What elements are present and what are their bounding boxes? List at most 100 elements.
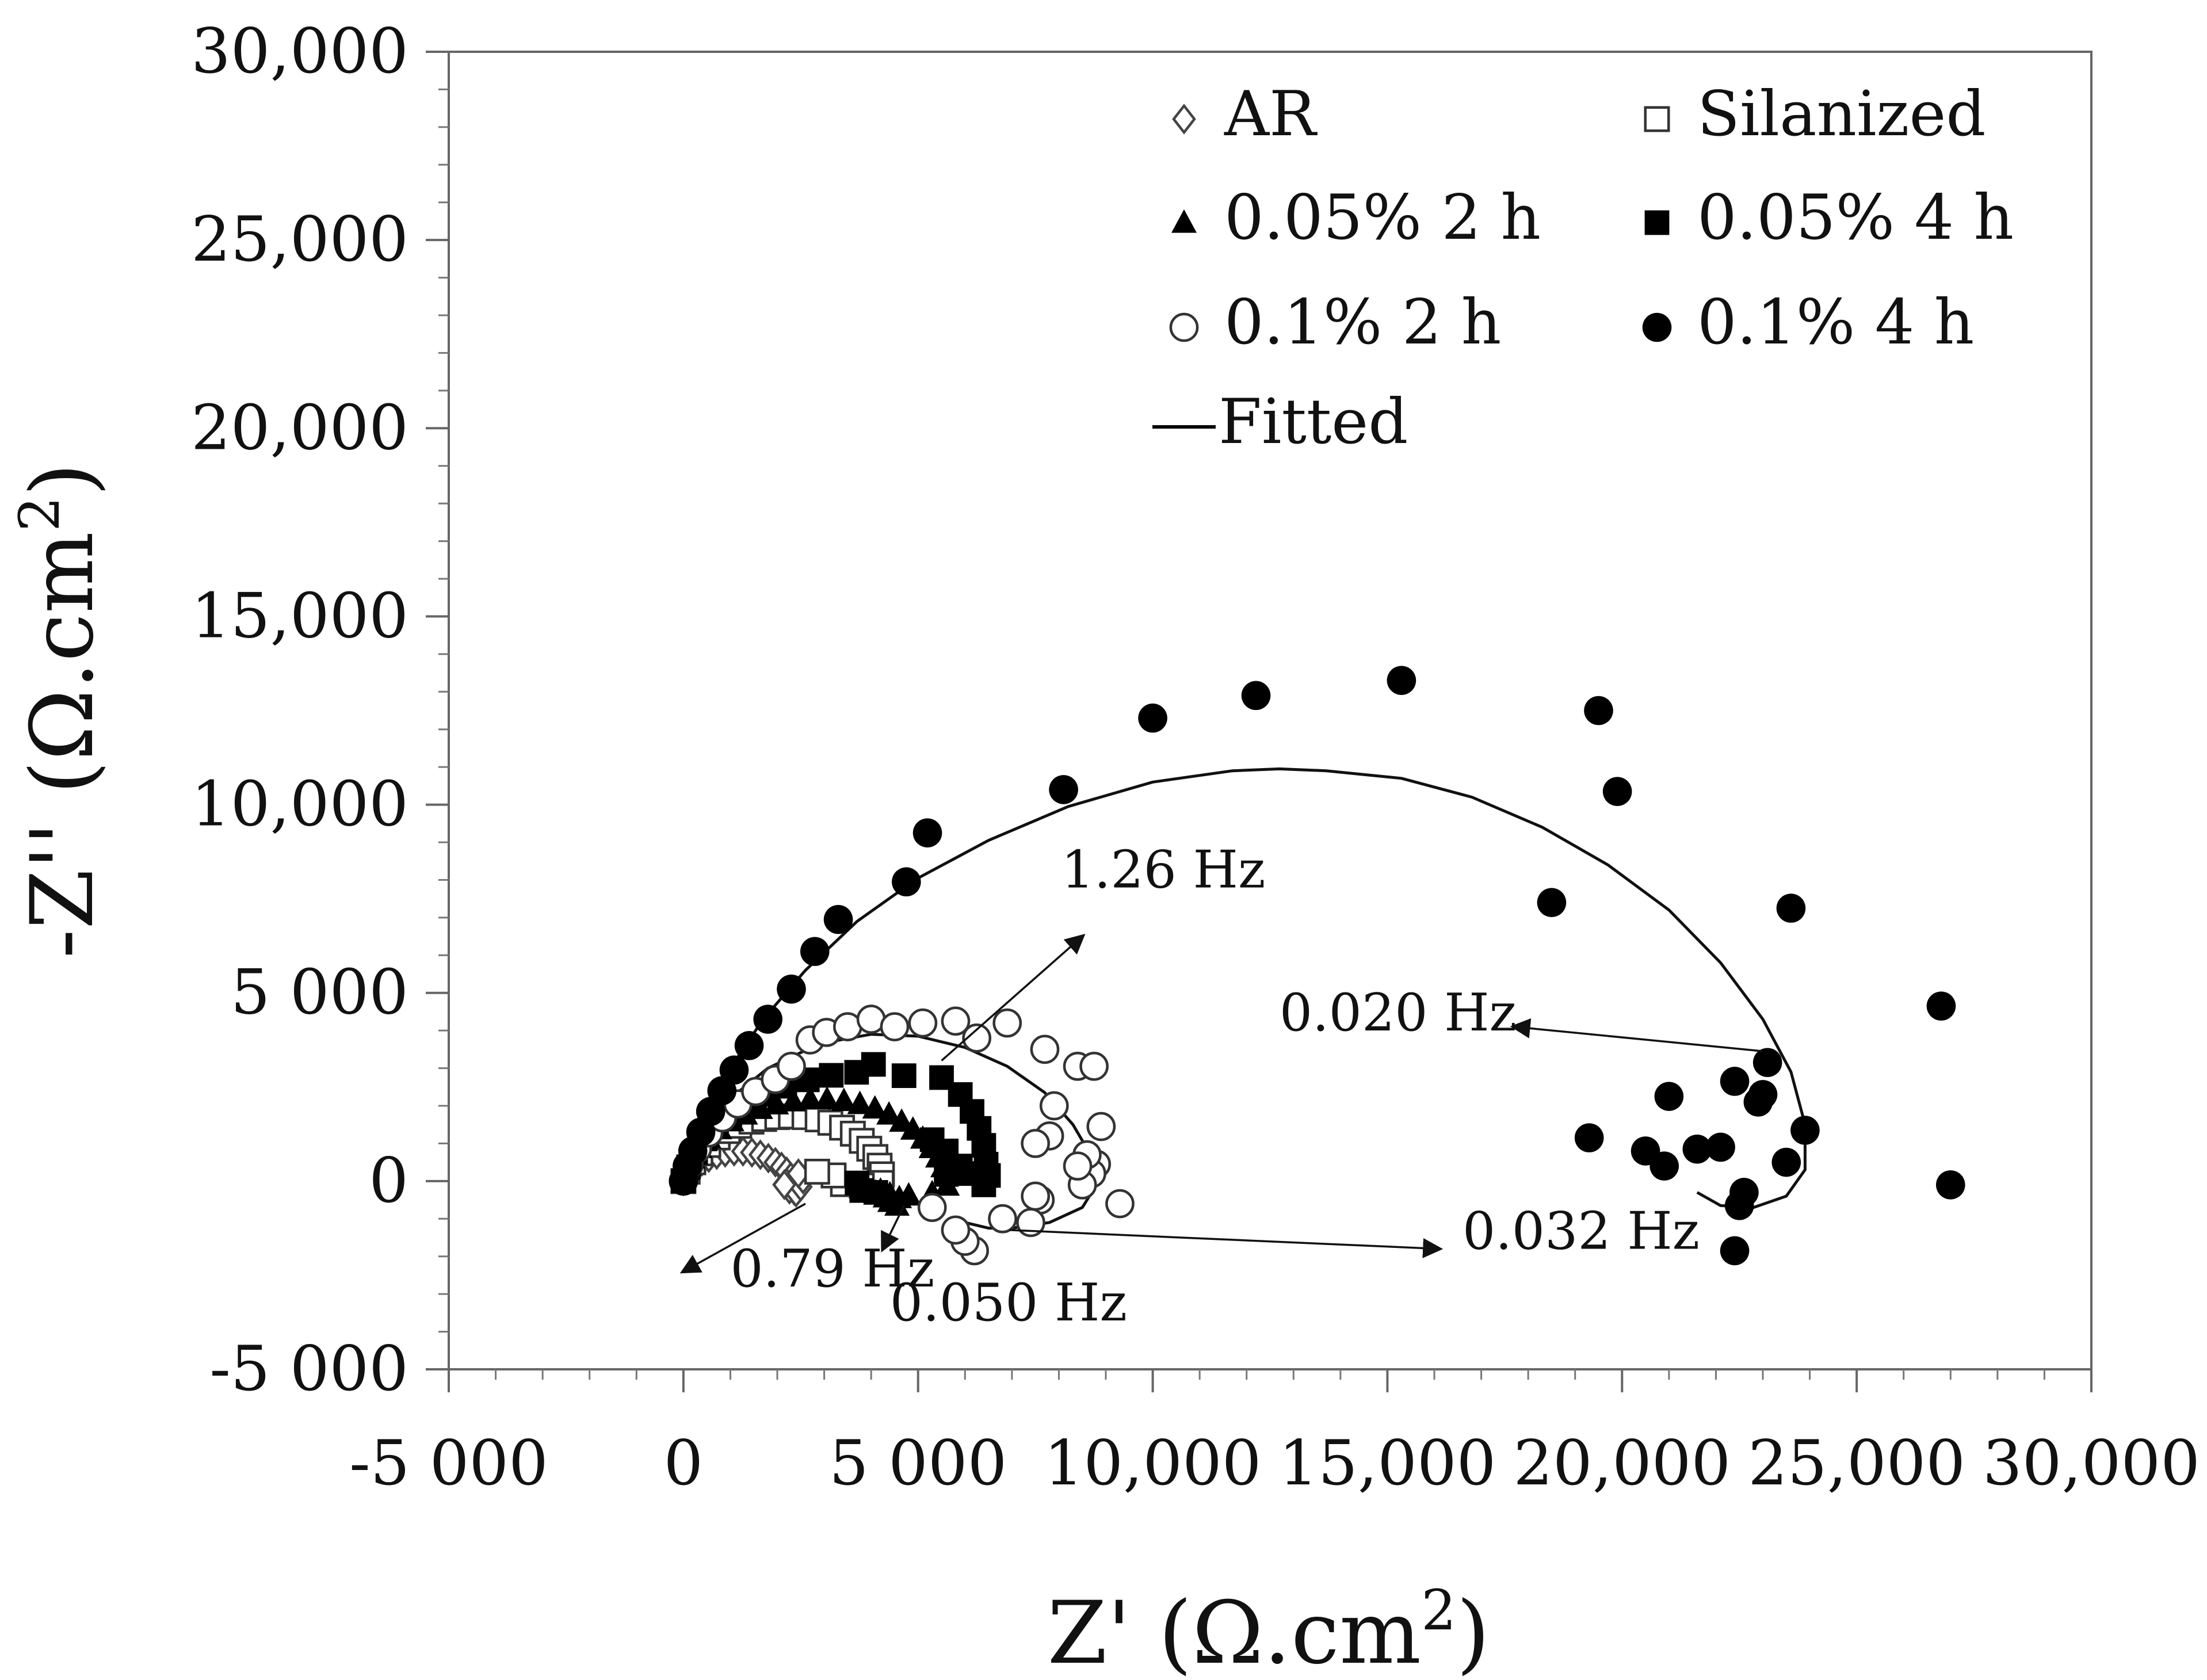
x-tick-label: -5 000 xyxy=(349,1427,548,1499)
legend-marker xyxy=(1644,106,1670,132)
annotation-arrow xyxy=(1009,1229,1444,1258)
legend-label: 0.1% 4 h xyxy=(1697,287,1974,358)
data-point xyxy=(1049,775,1078,804)
x-axis-label-superscript: 2 xyxy=(1421,1578,1456,1643)
data-point xyxy=(1776,894,1806,923)
data-point xyxy=(1790,1116,1820,1145)
x-tick-label: 0 xyxy=(663,1427,703,1499)
legend-label: 0.1% 2 h xyxy=(1224,287,1501,358)
data-point xyxy=(780,1088,806,1112)
y-tick-label: 15,000 xyxy=(191,580,408,652)
data-points xyxy=(669,666,1965,1266)
x-axis-label-text: Z' (Ω.cm xyxy=(1047,1583,1421,1680)
x-axis-label-close: ) xyxy=(1456,1583,1490,1680)
legend-label: 0.05% 2 h xyxy=(1224,182,1541,254)
data-point xyxy=(862,1095,888,1119)
annotation-label: 0.050 Hz xyxy=(890,1273,1127,1333)
data-point xyxy=(1574,1123,1604,1152)
data-point xyxy=(941,1215,971,1245)
data-point xyxy=(1021,1129,1050,1158)
data-point xyxy=(847,1090,873,1114)
data-point xyxy=(777,1051,806,1081)
data-point xyxy=(1021,1181,1050,1211)
y-tick-label: 0 xyxy=(369,1145,408,1217)
major-ticks xyxy=(426,51,2093,1392)
series-0-1-4-h xyxy=(669,666,1965,1266)
data-point xyxy=(1649,1151,1679,1181)
data-point xyxy=(1771,1147,1801,1177)
data-point xyxy=(892,867,921,896)
data-point xyxy=(917,1193,947,1223)
data-point xyxy=(1584,696,1613,726)
data-point xyxy=(719,1055,749,1085)
data-point xyxy=(884,1192,910,1216)
data-point xyxy=(1241,681,1271,711)
data-point xyxy=(819,1063,844,1088)
data-point xyxy=(912,818,942,847)
data-point xyxy=(1387,666,1416,695)
legend-label: Fitted xyxy=(1219,386,1408,458)
plot-frame xyxy=(448,51,2093,1370)
data-point xyxy=(891,1063,917,1089)
y-axis-label: -Z'' (Ω.cm2) xyxy=(7,463,113,958)
data-point xyxy=(880,1012,910,1041)
data-point xyxy=(1030,1034,1060,1064)
data-point xyxy=(831,1087,857,1112)
annotation-arrow xyxy=(881,1205,905,1253)
data-point xyxy=(1537,888,1567,917)
legend: AR Silanized 0.05% 2 h 0.05% 4 h 0.1% 2 h 0.1… xyxy=(1152,78,2014,458)
annotation-label: 0.032 Hz xyxy=(1463,1201,1700,1262)
y-axis-label-text: -Z'' (Ω.cm xyxy=(13,532,113,959)
legend-marker xyxy=(1169,312,1199,342)
y-axis-label-superscript: 2 xyxy=(7,497,72,532)
y-tick-label: 30,000 xyxy=(191,16,408,87)
data-point xyxy=(934,1172,960,1196)
legend-entry: 0.1% 4 h xyxy=(1642,287,1974,358)
data-point xyxy=(1720,1067,1750,1096)
annotation-arrow xyxy=(679,1202,806,1274)
data-point xyxy=(957,1161,982,1186)
annotation-label: 0.79 Hz xyxy=(730,1239,934,1299)
data-point xyxy=(1752,1048,1782,1078)
data-point xyxy=(1926,991,1956,1021)
data-point xyxy=(876,1101,902,1125)
legend-marker xyxy=(1642,312,1672,342)
data-point xyxy=(1039,1091,1069,1121)
x-tick-label: 20,000 xyxy=(1513,1427,1731,1499)
legend-label: AR xyxy=(1224,78,1318,150)
data-point xyxy=(919,1127,945,1152)
annotation-label: 0.020 Hz xyxy=(1280,983,1517,1043)
data-point xyxy=(1724,1191,1754,1220)
y-tick-label: 25,000 xyxy=(191,204,408,276)
data-point xyxy=(823,904,853,934)
data-point xyxy=(814,1086,840,1110)
data-point xyxy=(1720,1236,1750,1266)
data-point xyxy=(777,974,806,1004)
data-point xyxy=(772,1169,797,1201)
data-point xyxy=(800,937,830,967)
data-point xyxy=(1086,1112,1116,1141)
data-point xyxy=(845,1170,870,1196)
legend-marker xyxy=(1172,104,1196,135)
data-point xyxy=(753,1005,782,1034)
annotation-arrow xyxy=(1510,1018,1763,1052)
legend-label: 0.05% 4 h xyxy=(1697,182,2014,254)
data-point xyxy=(908,1008,938,1038)
x-tick-labels: -5 000 0 5 000 10,000 15,000 20,000 25,000 30,0… xyxy=(349,1427,2200,1499)
legend-entry: 0.05% 2 h xyxy=(1171,182,1541,254)
y-tick-labels: -5 000 0 5 000 10,000 15,000 20,000 25,000 30,0… xyxy=(191,16,408,1405)
y-tick-label: 20,000 xyxy=(191,392,408,464)
data-point xyxy=(1063,1151,1093,1181)
annotations: 1.26 Hz 0.020 Hz 0.032 Hz 0.79 Hz0.050 Hz xyxy=(679,840,1763,1333)
data-point xyxy=(1602,777,1632,806)
legend-marker xyxy=(1171,209,1197,233)
data-point xyxy=(1935,1170,1965,1200)
legend-entry: 0.05% 4 h xyxy=(1644,182,2014,254)
annotation-arrow xyxy=(941,933,1086,1062)
data-point xyxy=(861,1052,886,1077)
x-tick-label: 5 000 xyxy=(829,1427,1007,1499)
data-point xyxy=(1079,1051,1109,1081)
data-point xyxy=(1682,1134,1712,1164)
data-point xyxy=(992,1008,1022,1038)
legend-marker xyxy=(1644,210,1670,235)
